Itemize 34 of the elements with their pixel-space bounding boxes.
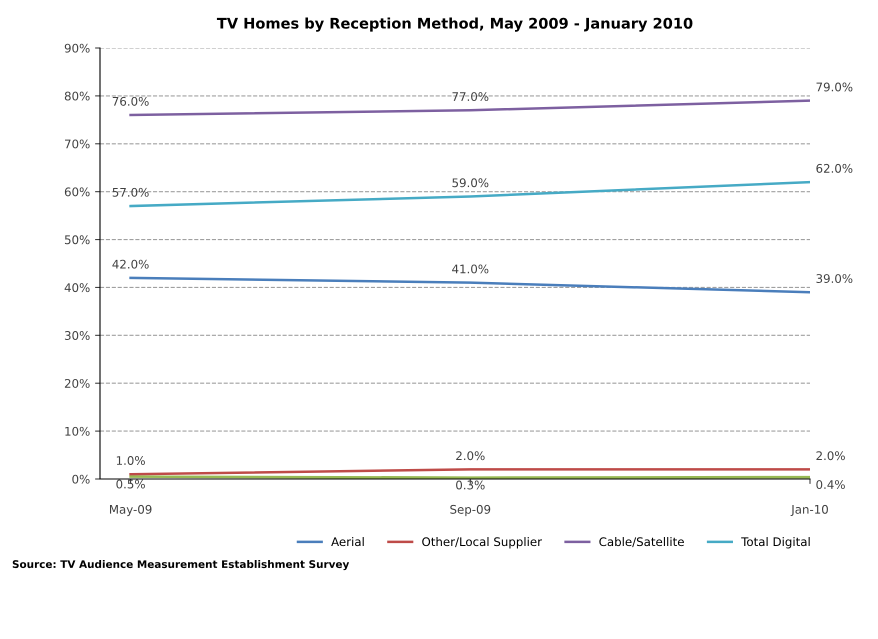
y-tick-label: 30% [64, 331, 90, 340]
data-label: 59.0% [452, 178, 488, 188]
legend-label: Total Digital [741, 537, 810, 548]
x-tick-label: Sep-09 [450, 504, 490, 516]
data-label: 42.0% [112, 260, 149, 269]
data-label: 77.0% [452, 92, 488, 102]
data-label: 62.0% [816, 164, 852, 173]
legend-label: Aerial [331, 537, 364, 546]
y-tick-label: 60% [64, 187, 90, 196]
y-tick-label: 50% [64, 235, 90, 244]
data-label: 2.0% [456, 451, 485, 460]
x-tick-label: May-09 [110, 504, 152, 516]
data-label: 76.0% [112, 96, 149, 106]
legend-label: Cable/Satellite [599, 537, 684, 548]
legend-label: Other/Local Supplier [422, 537, 542, 548]
chart-title: TV Homes by Reception Method, May 2009 - January 2010 [216, 17, 692, 32]
y-tick-label: 0% [72, 474, 90, 484]
data-label: 2.0% [816, 451, 845, 460]
data-label: 0.3% [456, 480, 485, 490]
y-tick-label: 70% [65, 140, 90, 148]
data-label: 0.5% [116, 480, 145, 489]
source-note: Source: TV Audience Measurement Establishment Survey [12, 560, 350, 570]
data-label: 0.4% [816, 480, 845, 489]
data-label: 57.0% [112, 188, 149, 197]
x-tick-label: Jan-10 [790, 504, 828, 516]
data-label: 41.0% [452, 264, 488, 274]
data-label: 39.0% [816, 274, 852, 283]
data-label: 79.0% [816, 82, 852, 92]
y-tick-label: 80% [64, 92, 90, 101]
y-tick-label: 10% [65, 426, 90, 436]
y-tick-label: 40% [64, 283, 90, 292]
y-tick-label: 20% [64, 378, 90, 388]
data-label: 1.0% [116, 456, 145, 465]
y-tick-label: 90% [64, 44, 90, 53]
